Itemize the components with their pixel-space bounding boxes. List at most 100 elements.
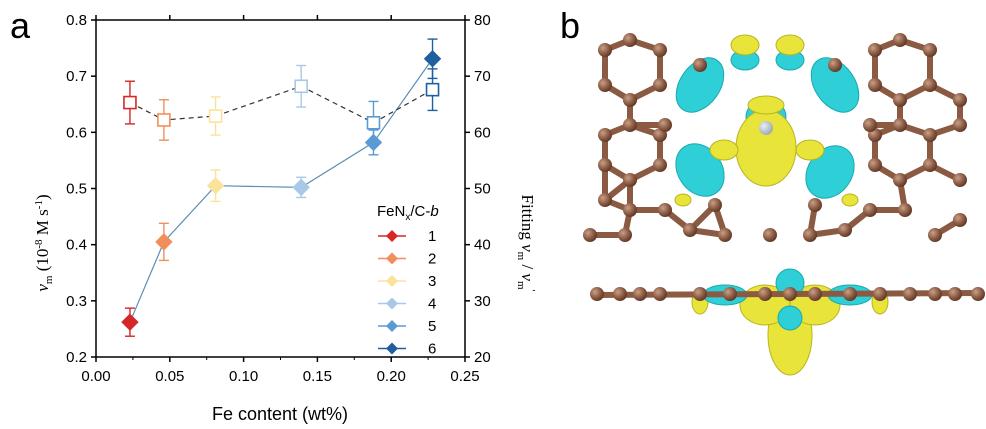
carbon-atom (893, 118, 907, 132)
carbon-atom (653, 78, 667, 92)
chart-plot: 0.00 0.05 0.10 0.15 0.20 0.25 0.2 0.3 0.4 0.5 0.6 0… (66, 12, 491, 385)
carbon-atom (893, 173, 907, 187)
carbon-atom (898, 203, 912, 217)
carbon-atom (623, 173, 637, 187)
legend-marker (386, 320, 398, 332)
carbon-atom (868, 43, 882, 57)
carbon-atom (653, 43, 667, 57)
carbon-atom-side (873, 287, 887, 301)
carbon-atom-side (613, 287, 627, 301)
carbon-atom-side (948, 287, 962, 301)
legend: FeNx/C-b 1 2 3 4 5 6 (377, 203, 439, 358)
series-line-0 (129, 58, 434, 323)
x-tick-label: 0.25 (450, 368, 479, 385)
carbon-atom (838, 223, 852, 237)
carbon-atom (598, 158, 612, 172)
x-tick-label: 0.20 (377, 368, 406, 385)
y-axis-label-left: vm (10-8 M s-1) (33, 194, 55, 291)
carbon-atom (693, 58, 707, 72)
data-point-diamond (206, 176, 225, 195)
legend-label: 5 (428, 318, 436, 335)
carbon-atom (863, 203, 877, 217)
y-tick-label-left: 0.6 (66, 124, 87, 141)
panel-a: a 0.00 0.05 0.10 0.15 0.20 0.250.20.30.40.50.… (10, 5, 537, 424)
y-tick-label-left: 0.7 (66, 68, 87, 85)
series-line-1 (129, 85, 433, 124)
carbon-atom (868, 158, 882, 172)
carbon-atom (953, 118, 967, 132)
carbon-atom (708, 198, 722, 212)
data-point-diamond (121, 313, 139, 331)
legend-label: 4 (428, 296, 436, 313)
carbon-atom (763, 228, 777, 242)
legend-marker (386, 230, 398, 242)
y-tick-label-right: 50 (474, 181, 491, 198)
lattice-atoms (583, 33, 967, 242)
carbon-atom (803, 228, 817, 242)
carbon-atom (893, 33, 907, 47)
legend-label: 2 (428, 251, 436, 268)
carbon-atom-side (808, 287, 822, 301)
data-point-diamond (292, 178, 310, 197)
data-point-open-square (157, 113, 171, 127)
side-atoms (590, 287, 985, 301)
carbon-atom-side (590, 287, 604, 301)
carbon-atom (923, 78, 937, 92)
carbon-atom (623, 93, 637, 107)
x-tick-label: 0.15 (303, 368, 332, 385)
carbon-atom (658, 118, 672, 132)
data-point-diamond (155, 233, 173, 251)
x-tick-label: 0.05 (155, 368, 184, 385)
carbon-atom (598, 78, 612, 92)
legend-title: FeNx/C-b (377, 203, 439, 223)
carbon-atom (863, 118, 877, 132)
carbon-atom (653, 158, 667, 172)
carbon-atom (623, 33, 637, 47)
carbon-atom (583, 228, 597, 242)
legend-label: 1 (428, 228, 436, 245)
carbon-atom (868, 78, 882, 92)
carbon-atom (953, 173, 967, 187)
legend-label: 6 (428, 341, 436, 358)
structure-side-view (590, 268, 985, 376)
data-point-open-square (208, 109, 223, 123)
iron-atom (759, 121, 773, 135)
carbon-atom-side (758, 287, 772, 301)
carbon-atom (828, 58, 842, 72)
y-tick-label-left: 0.2 (66, 349, 87, 366)
carbon-atom (618, 228, 632, 242)
side-isosurface-cyan (702, 268, 873, 331)
carbon-atom (683, 223, 697, 237)
carbon-atom (808, 198, 822, 212)
legend-marker (386, 342, 398, 355)
carbon-atom (598, 43, 612, 57)
carbon-atom (953, 213, 967, 227)
y-tick-label-right: 30 (474, 293, 491, 310)
data-point-open-square (123, 95, 137, 110)
carbon-atom (658, 203, 672, 217)
carbon-atom (623, 203, 637, 217)
y-tick-label-left: 0.8 (66, 12, 87, 29)
carbon-atom (928, 228, 942, 242)
carbon-atom-side (783, 287, 797, 301)
y-tick-label-left: 0.5 (66, 181, 87, 198)
carbon-atom (598, 128, 612, 142)
y-tick-label-left: 0.3 (66, 293, 87, 310)
y-axis-label-right: Fitting vm / vm' (515, 194, 537, 291)
isosurface-yellow (674, 34, 859, 207)
carbon-atom (953, 93, 967, 107)
carbon-atom-side (653, 287, 667, 301)
panel-letter-a: a (10, 5, 31, 46)
data-point-open-square (366, 115, 381, 130)
panel-letter-b: b (560, 5, 580, 46)
carbon-atom-side (633, 287, 647, 301)
legend-marker (386, 252, 398, 265)
structure-top-view (583, 33, 967, 242)
carbon-atom-side (843, 287, 857, 301)
carbon-atom (718, 228, 732, 242)
panel-b: b (560, 5, 985, 376)
carbon-atom-side (971, 287, 985, 301)
data-point-diamond (423, 50, 442, 68)
carbon-atom (923, 43, 937, 57)
